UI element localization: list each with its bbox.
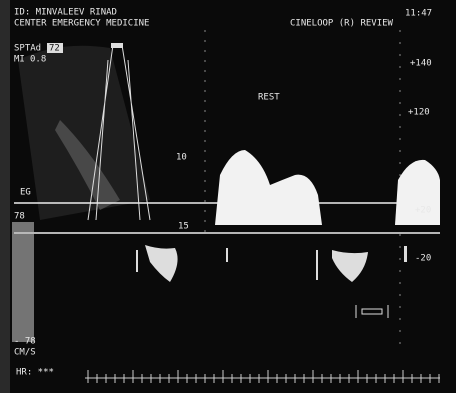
scale-bottom: - 78 <box>14 337 36 347</box>
velocity-label: +140 <box>410 59 432 69</box>
velocity-label: +120 <box>408 108 430 118</box>
doppler-spike <box>316 250 318 280</box>
depth-label: 10 <box>176 153 187 163</box>
sptad-value: 72 <box>49 44 60 54</box>
sptad-label: SPTAd <box>14 44 41 54</box>
depth-label: 15 <box>178 222 189 232</box>
page: ID: MINVALEEV RINAD CENTER EMERGENCY MED… <box>0 0 456 393</box>
heart-rate: HR: *** <box>16 368 54 378</box>
sector-apex <box>111 43 123 48</box>
ultrasound-screen: ID: MINVALEEV RINAD CENTER EMERGENCY MED… <box>0 0 456 393</box>
patient-id: ID: MINVALEEV RINAD <box>14 8 117 18</box>
scale-top: 78 <box>14 212 25 222</box>
velocity-label: -20 <box>415 254 431 264</box>
scale-unit: CM/S <box>14 348 36 358</box>
ecg-label: EG <box>20 188 31 198</box>
mi-value: 0.8 <box>30 55 46 65</box>
institution: CENTER EMERGENCY MEDICINE <box>14 19 149 29</box>
doppler-spike <box>136 250 138 272</box>
velocity-label: +20 <box>415 206 431 216</box>
time: 11:47 <box>405 9 432 19</box>
mode: CINELOOP (R) REVIEW <box>290 19 394 29</box>
gray-bar <box>12 222 34 342</box>
left-border <box>0 0 10 393</box>
doppler-spike <box>226 248 228 262</box>
mi-label: MI <box>14 55 25 65</box>
annotation: REST <box>258 93 280 103</box>
doppler-spike <box>404 246 407 262</box>
